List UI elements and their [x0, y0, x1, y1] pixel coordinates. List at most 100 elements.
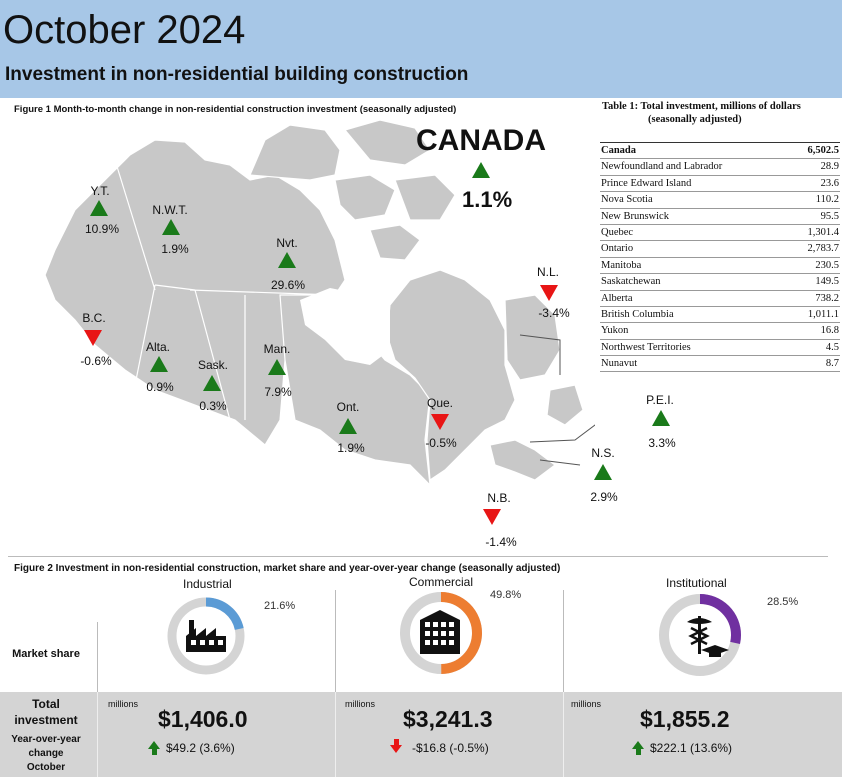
nwt-up-arrow-icon: [162, 219, 180, 235]
table-cell-name: Saskatchewan: [601, 276, 661, 288]
caduceus-icon: [687, 616, 729, 657]
nl-down-arrow-icon: [540, 285, 558, 301]
yt-up-arrow-icon: [90, 200, 108, 216]
region-label-bc: B.C.: [82, 311, 106, 325]
table-cell-value: 16.8: [820, 325, 839, 337]
table-cell-value: 738.2: [815, 292, 839, 304]
row-label-yoy: Year-over-year: [11, 734, 81, 745]
canada-up-arrow-icon: [472, 162, 490, 178]
map-land-arctic: [249, 124, 341, 181]
institutional-yoy: $222.1 (13.6%): [650, 741, 733, 755]
region-value-ont: 1.9%: [337, 441, 365, 455]
region-value-nb: -1.4%: [485, 535, 517, 549]
commercial-share-label: 49.8%: [490, 589, 522, 601]
table-row: Newfoundland and Labrador 28.9: [600, 159, 840, 176]
region-value-alta: 0.9%: [146, 380, 174, 394]
sector-name-commercial: Commercial: [409, 575, 474, 589]
table-cell-name: British Columbia: [601, 308, 674, 320]
region-value-nl: -3.4%: [538, 306, 570, 320]
nb-down-arrow-icon: [483, 509, 501, 525]
investment-table: Table 1: Total investment, millions of d…: [600, 100, 840, 373]
institutional-share-arc: [659, 594, 741, 676]
header-banner: October 2024 Investment in non-residenti…: [0, 0, 842, 98]
bc-down-arrow-icon: [84, 330, 102, 346]
figure2-caption: Figure 2 Investment in non-residential c…: [14, 563, 561, 574]
column-divider: [563, 692, 564, 777]
sask-up-arrow-icon: [203, 375, 221, 391]
que-down-arrow-icon: [431, 414, 449, 430]
table1-title: Table 1: Total investment, millions of d…: [602, 101, 801, 112]
map-land-labrador: [504, 294, 561, 381]
section-divider: [8, 556, 828, 557]
row-label-market-share: Market share: [12, 648, 80, 660]
region-value-bc: -0.6%: [80, 354, 112, 368]
nvt-up-arrow-icon: [278, 252, 296, 268]
row-label-change: change: [28, 748, 64, 759]
commercial-down-arrow-stem: [393, 739, 399, 745]
region-value-pei: 3.3%: [648, 436, 676, 450]
column-divider: [335, 590, 336, 692]
table-cell-name: Yukon: [601, 325, 629, 337]
region-label-que: Que.: [426, 396, 453, 410]
page-subtitle: Investment in non-residential building c…: [5, 64, 469, 85]
row-label-investment: investment: [14, 713, 78, 727]
region-label-nwt: N.W.T.: [152, 203, 188, 217]
table-cell-value: 28.9: [820, 161, 839, 173]
column-divider: [335, 692, 336, 777]
table-cell-name: Nunavut: [601, 358, 638, 370]
industrial-yoy: $49.2 (3.6%): [166, 741, 235, 755]
table-row: Saskatchewan 149.5: [600, 274, 840, 291]
table-cell-name: New Brunswick: [601, 210, 669, 222]
table-row: Northwest Territories 4.5: [600, 340, 840, 357]
table-cell-value: 149.5: [815, 276, 839, 288]
region-label-ont: Ont.: [336, 400, 360, 414]
table-cell-name: Ontario: [601, 243, 634, 255]
institutional-donut: [659, 594, 741, 676]
institutional-units: millions: [571, 699, 602, 709]
alta-up-arrow-icon: [150, 356, 168, 372]
table-row: British Columbia 1,011.1: [600, 307, 840, 324]
region-label-yt: Y.T.: [90, 184, 110, 198]
table-cell-name: Northwest Territories: [601, 341, 691, 353]
ns-up-arrow-icon: [594, 464, 612, 480]
region-value-man: 7.9%: [264, 385, 292, 399]
table-row: Yukon 16.8: [600, 323, 840, 340]
region-label-ns: N.S.: [591, 446, 615, 460]
table-cell-value: 230.5: [815, 259, 839, 271]
industrial-up-arrow-icon: [148, 741, 160, 749]
region-value-yt: 10.9%: [84, 222, 120, 236]
industrial-donut: [167, 597, 245, 675]
table-row: Ontario 2,783.7: [600, 241, 840, 258]
page-title: October 2024: [3, 8, 246, 52]
table-row: Prince Edward Island 23.6: [600, 176, 840, 193]
commercial-share-arc: [400, 592, 482, 674]
region-label-alta: Alta.: [145, 340, 170, 354]
region-label-man: Man.: [263, 342, 291, 356]
commercial-units: millions: [345, 699, 376, 709]
office-building-icon: [420, 610, 460, 654]
table-cell-value: 1,011.1: [807, 308, 839, 320]
institutional-up-arrow-icon: [632, 741, 644, 749]
table-cell-value: 2,783.7: [807, 243, 840, 255]
table-cell-name: Newfoundland and Labrador: [601, 161, 723, 173]
commercial-donut: [400, 592, 482, 674]
region-value-nvt: 29.6%: [270, 278, 306, 292]
commercial-yoy: -$16.8 (-0.5%): [412, 741, 489, 755]
institutional-up-arrow-stem: [635, 749, 641, 755]
sector-name-institutional: Institutional: [666, 576, 727, 590]
map-land-quebec: [386, 269, 516, 482]
table-row: Nova Scotia 110.2: [600, 192, 840, 209]
table-cell-value: 110.2: [815, 194, 839, 206]
table-cell-name: Alberta: [601, 292, 633, 304]
table-cell-name: Canada: [601, 145, 637, 156]
totals-band: [0, 692, 842, 777]
industrial-share-arc: [167, 597, 245, 675]
industrial-up-arrow-stem: [151, 749, 157, 755]
commercial-amount: $3,241.3: [403, 706, 493, 732]
table-cell-value: 95.5: [820, 210, 839, 222]
table-cell-value: 6,502.5: [807, 145, 840, 156]
row-label-month: October: [26, 762, 66, 773]
industrial-units: millions: [108, 699, 139, 709]
industrial-amount: $1,406.0: [158, 706, 248, 732]
canada-label: CANADA: [416, 124, 546, 157]
